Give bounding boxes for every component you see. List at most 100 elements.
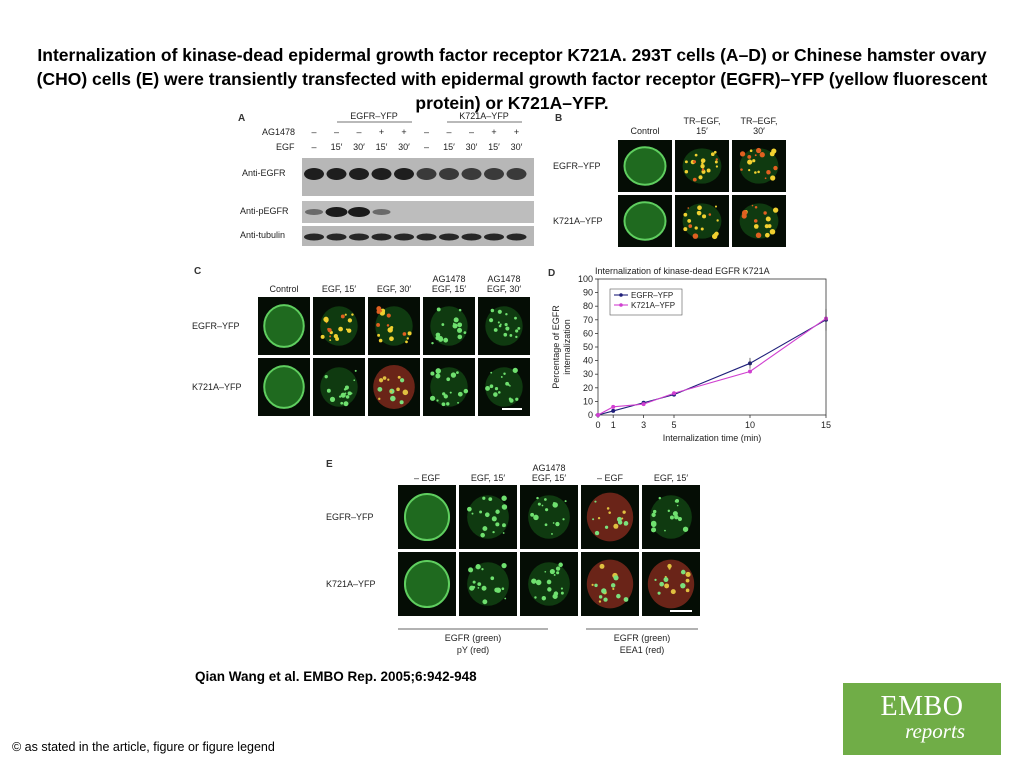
micrograph-tile <box>581 552 639 616</box>
micrograph-tile <box>675 140 729 192</box>
micrograph-tile <box>368 297 420 355</box>
band-tubulin <box>326 233 347 241</box>
band-egfr <box>484 168 504 180</box>
egf-lane-2: 15′ <box>331 142 343 152</box>
ag1478-lane-10: + <box>514 127 519 137</box>
micrograph-tile <box>423 358 475 416</box>
band-egfr <box>439 168 459 180</box>
micrograph-tile <box>618 195 672 247</box>
panel-c-col-label: AG1478 EGF, 30′ <box>487 274 522 294</box>
egf-lane-8: 30′ <box>466 142 478 152</box>
ag1478-lane-3: – <box>356 127 361 137</box>
x-tick-label: 15 <box>821 420 831 430</box>
citation: Qian Wang et al. EMBO Rep. 2005;6:942-94… <box>195 669 477 684</box>
blot-label-anti-tubulin: Anti-tubulin <box>240 230 285 240</box>
panel-b-col-label: TR–EGF, 15′ <box>683 116 720 136</box>
panel-b-row-label: K721A–YFP <box>553 216 603 226</box>
panel-e-col-label: – EGF <box>597 473 624 483</box>
y-tick-label: 30 <box>583 369 593 379</box>
panel-e-row-label: K721A–YFP <box>326 579 376 589</box>
panel-e-col-label: EGF, 15′ <box>471 473 506 483</box>
egf-lane-4: 15′ <box>376 142 388 152</box>
band-egfr <box>461 168 482 180</box>
egf-lane-3: 30′ <box>353 142 365 152</box>
data-point <box>641 402 646 407</box>
egf-lane-10: 30′ <box>511 142 523 152</box>
micrograph-tile <box>368 358 420 416</box>
logo-line1: EMBO <box>880 691 964 722</box>
band-egfr <box>304 168 324 180</box>
ag1478-lane-6: – <box>424 127 429 137</box>
band-tubulin <box>439 233 459 241</box>
micrograph-tile <box>642 485 700 549</box>
panel-c-col-label: EGF, 30′ <box>377 284 412 294</box>
data-point <box>611 408 616 413</box>
panel-e-microscopy: E – EGF EGF, 15′ AG1478 EGF, 15′ – EGF EGF, 1… <box>326 459 700 655</box>
panel-a-western-blot: A EGFR–YFP K721A–YFP AG1478 EGF – – – + + – – –… <box>238 111 534 246</box>
micrograph-tile <box>258 358 310 416</box>
y-tick-label: 10 <box>583 396 593 406</box>
row-label-ag1478: AG1478 <box>262 127 295 137</box>
ag1478-lane-4: + <box>379 127 384 137</box>
egf-lane-9: 15′ <box>488 142 500 152</box>
band-pegfr-faint <box>305 209 323 215</box>
micrograph-tile <box>732 140 786 192</box>
band-tubulin <box>349 233 369 241</box>
band-tubulin <box>506 233 527 241</box>
band-egfr <box>506 168 527 180</box>
band-tubulin <box>416 233 437 241</box>
y-tick-label: 20 <box>583 383 593 393</box>
band-pegfr <box>348 207 370 217</box>
series-line-1 <box>597 319 827 416</box>
panel-d-line-chart: D Internalization of kinase-dead EGFR K7… <box>548 266 831 443</box>
panel-c-letter: C <box>194 266 201 277</box>
data-point <box>748 369 752 374</box>
logo-line2: reports <box>905 719 965 743</box>
panel-b-col-label: Control <box>630 126 659 136</box>
ag1478-lane-1: – <box>311 127 316 137</box>
y-axis-label: Percentage of EGFRinternalization <box>551 305 572 389</box>
micrograph-tile <box>675 195 729 247</box>
x-tick-label: 5 <box>671 420 676 430</box>
panel-e-row-label: EGFR–YFP <box>326 512 374 522</box>
footnote-egfr-eea1-line2: EEA1 (red) <box>620 645 665 655</box>
y-tick-label: 80 <box>583 301 593 311</box>
copyright-notice: © as stated in the article, figure or fi… <box>12 740 275 754</box>
panel-c-microscopy: C Control EGF, 15′ EGF, 30′ AG1478 EGF, 15′ A… <box>192 266 530 416</box>
y-tick-label: 90 <box>583 288 593 298</box>
panel-b-row-label: EGFR–YFP <box>553 161 601 171</box>
micrograph-tile <box>459 485 517 549</box>
chart-title: Internalization of kinase-dead EGFR K721… <box>595 266 770 276</box>
panel-b-col-label: TR–EGF, 30′ <box>740 116 777 136</box>
ag1478-lane-9: + <box>491 127 496 137</box>
row-label-egf: EGF <box>276 142 295 152</box>
panel-c-col-label: AG1478 EGF, 15′ <box>432 274 467 294</box>
panel-c-col-label: EGF, 15′ <box>322 284 357 294</box>
micrograph-tile <box>313 297 365 355</box>
micrograph-tile <box>398 485 456 549</box>
group-label-k721a-yfp: K721A–YFP <box>459 111 509 121</box>
blot-label-anti-egfr: Anti-EGFR <box>242 168 286 178</box>
band-pegfr-faint <box>372 209 391 215</box>
panel-e-letter: E <box>326 459 333 470</box>
micrograph-tile <box>520 485 578 549</box>
panel-e-col-label: EGF, 15′ <box>654 473 689 483</box>
band-egfr <box>326 168 347 180</box>
footnote-egfr-pY-line2: pY (red) <box>457 645 489 655</box>
micrograph-tile <box>459 552 517 616</box>
panel-b-letter: B <box>555 113 562 124</box>
legend-entry: EGFR–YFP <box>631 291 673 300</box>
panel-c-col-label: Control <box>269 284 298 294</box>
band-egfr <box>349 168 369 180</box>
y-tick-label: 40 <box>583 356 593 366</box>
egf-lane-7: 15′ <box>443 142 455 152</box>
egf-lane-6: – <box>424 142 429 152</box>
egf-lane-5: 30′ <box>398 142 410 152</box>
egf-lane-1: – <box>311 142 316 152</box>
panel-d-letter: D <box>548 268 555 279</box>
panel-a-letter: A <box>238 113 245 124</box>
x-axis-label: Internalization time (min) <box>663 433 762 443</box>
ag1478-lane-5: + <box>401 127 406 137</box>
data-point <box>596 413 600 417</box>
ag1478-lane-2: – <box>334 127 339 137</box>
